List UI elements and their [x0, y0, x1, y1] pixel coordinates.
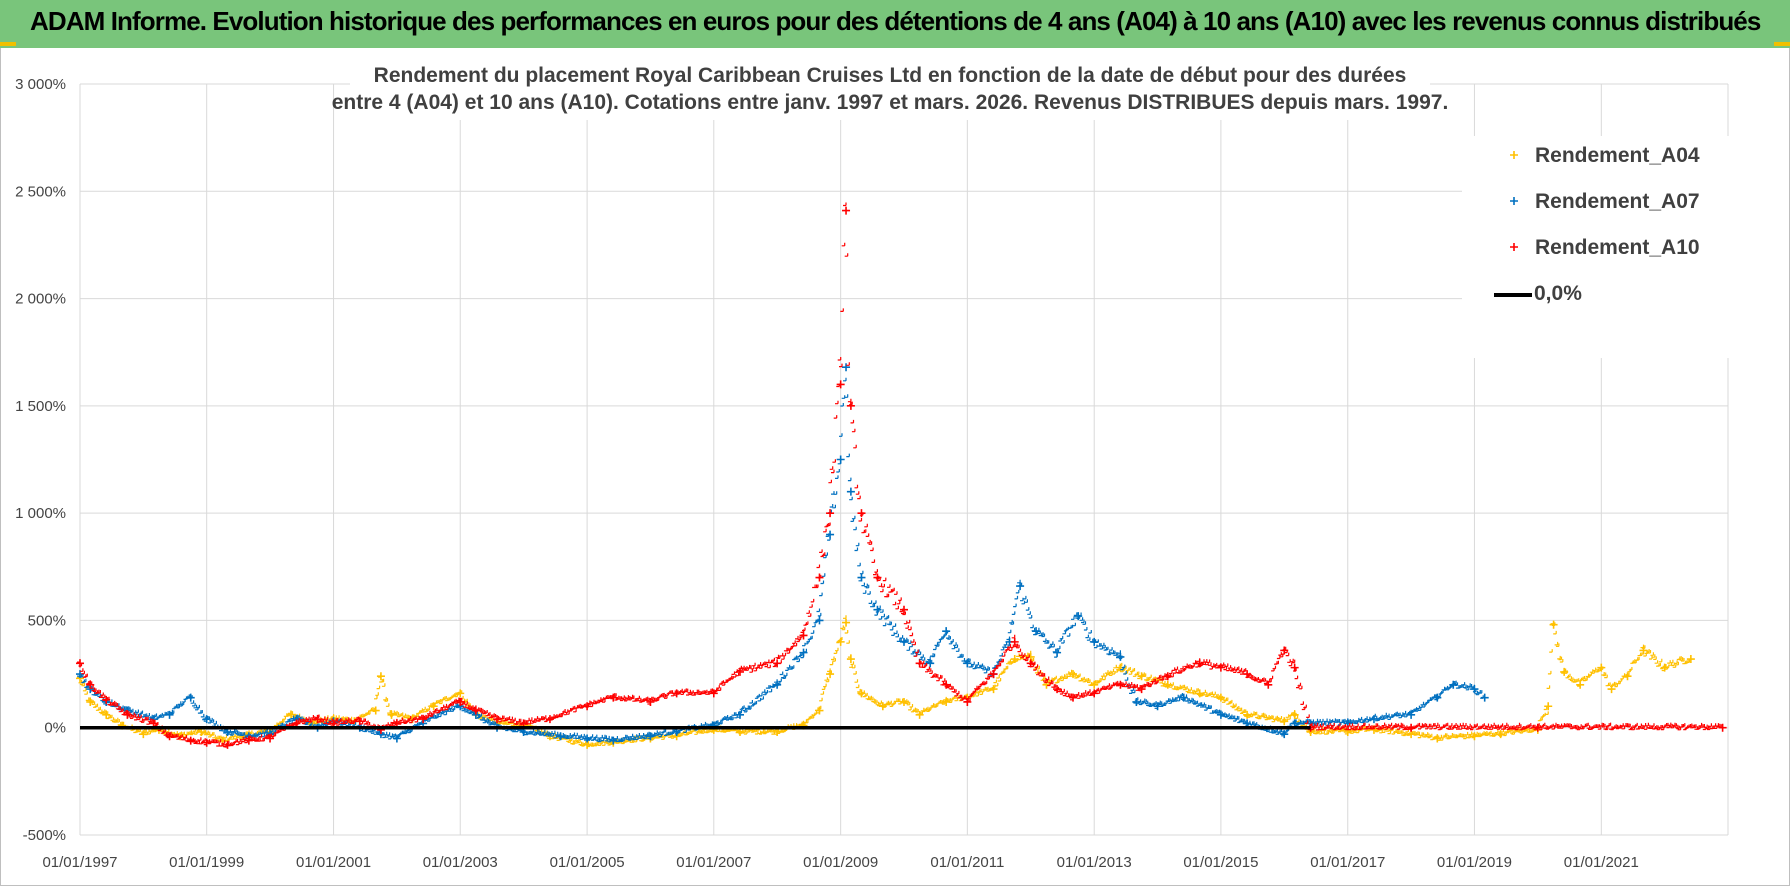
data-point-Rendement_A10 [842, 206, 851, 215]
banner-corner-right [1774, 42, 1790, 46]
x-tick-label: 01/01/2019 [1437, 854, 1512, 871]
data-point-Rendement_A04 [1686, 655, 1695, 664]
data-point-Rendement_A10 [857, 509, 866, 518]
data-point-Rendement_A10 [846, 401, 855, 410]
x-tick-label: 01/01/2001 [296, 854, 371, 871]
legend-swatch-Rendement_A10 [1510, 243, 1518, 251]
x-tick-label: 01/01/2003 [423, 854, 498, 871]
x-tick-label: 01/01/2013 [1057, 854, 1132, 871]
banner-corner-left [0, 42, 16, 46]
y-axis: 3 000% 2 500% 2 000% 1 500% 1 000% 500% 0% -500… [15, 76, 66, 844]
series-layer [76, 202, 1727, 749]
legend-swatch-Rendement_A04 [1510, 151, 1518, 159]
x-tick-label: 01/01/2021 [1564, 854, 1639, 871]
header-banner: ADAM Informe. Evolution historique des p… [0, 0, 1790, 48]
x-tick-label: 01/01/2017 [1310, 854, 1385, 871]
chart-area: 3 000% 2 500% 2 000% 1 500% 1 000% 500% 0% -500… [15, 58, 1730, 871]
chart-title-line-2: entre 4 (A04) et 10 ans (A10). Cotations… [332, 91, 1449, 114]
chart-title-line-1: Rendement du placement Royal Caribbean C… [374, 64, 1407, 87]
y-tick-label: 1 500% [15, 398, 66, 415]
x-tick-label: 01/01/2007 [676, 854, 751, 871]
data-point-Rendement_A07 [842, 363, 851, 372]
x-tick-label: 01/01/2005 [550, 854, 625, 871]
x-tick-label: 01/01/1997 [42, 854, 117, 871]
data-point-Rendement_A10 [1290, 663, 1299, 672]
x-tick-label: 01/01/1999 [169, 854, 244, 871]
x-tick-label: 01/01/2009 [803, 854, 878, 871]
legend-label-Rendement_A04: Rendement_A04 [1535, 144, 1700, 167]
legend-label-Rendement_A07: Rendement_A07 [1535, 190, 1700, 213]
legend-label-0,0%: 0,0% [1534, 282, 1582, 305]
data-point-Rendement_A10 [836, 380, 845, 389]
series-Rendement_A10-marks [77, 202, 1722, 748]
legend-label-Rendement_A10: Rendement_A10 [1535, 236, 1700, 259]
legend-swatch-Rendement_A07 [1510, 197, 1518, 205]
y-tick-label: 1 000% [15, 505, 66, 522]
banner-title: ADAM Informe. Evolution historique des p… [30, 6, 1761, 36]
data-point-Rendement_A04 [1544, 702, 1553, 711]
data-point-Rendement_A04 [842, 618, 851, 627]
chart-title-box: Rendement du placement Royal Caribbean C… [332, 58, 1449, 120]
data-point-Rendement_A07 [1480, 693, 1489, 702]
data-point-Rendement_A10 [1010, 637, 1019, 646]
y-tick-label: 3 000% [15, 76, 66, 93]
data-point-Rendement_A07 [846, 487, 855, 496]
y-tick-label: 2 000% [15, 291, 66, 308]
y-tick-label: 500% [28, 612, 66, 629]
x-tick-label: 01/01/2011 [930, 854, 1004, 871]
grid [79, 83, 1729, 836]
data-point-Rendement_A10 [826, 509, 835, 518]
series-Rendement_A07-marks [77, 377, 1484, 743]
y-tick-label: 0% [44, 720, 66, 737]
y-tick-label: -500% [23, 827, 66, 844]
legend: Rendement_A04 Rendement_A07 Rendement_A10 0… [1462, 136, 1730, 358]
y-tick-label: 2 500% [15, 183, 66, 200]
x-axis: 01/01/1997 01/01/1999 01/01/2001 01/01/2003… [42, 854, 1638, 871]
x-tick-label: 01/01/2015 [1183, 854, 1258, 871]
data-point-Rendement_A07 [1116, 652, 1125, 661]
